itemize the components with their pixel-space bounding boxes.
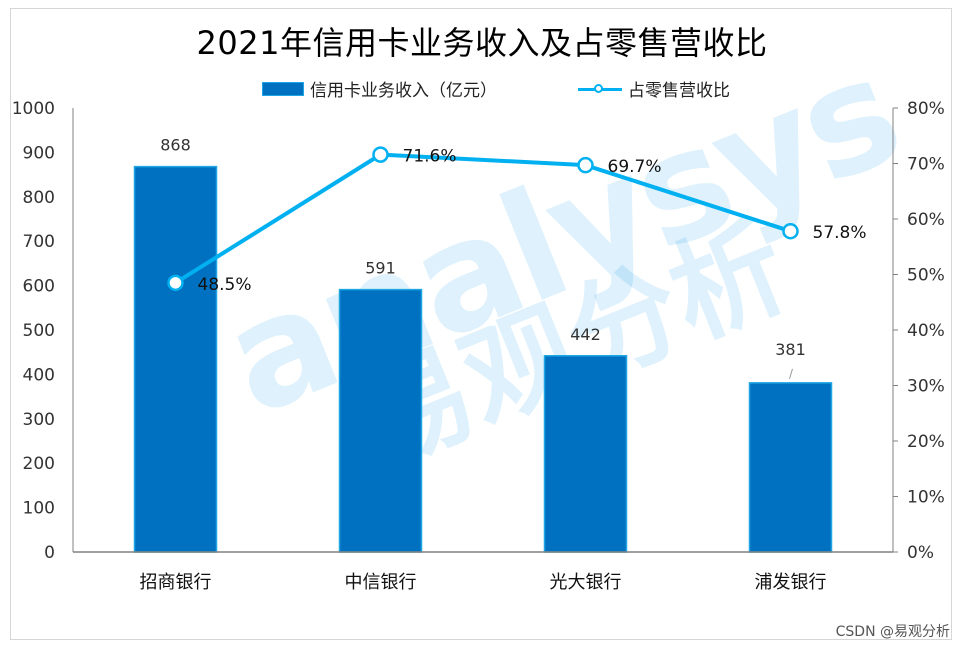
line-point	[782, 222, 799, 240]
right-tick-label: 60%	[907, 210, 945, 230]
legend-item-bar: 信用卡业务收入（亿元）	[262, 76, 497, 101]
legend-line-swatch	[578, 82, 622, 96]
line-data-label: 69.7%	[608, 157, 662, 177]
line-series	[174, 152, 792, 285]
right-tick-label: 80%	[907, 99, 945, 119]
left-tick-label: 800	[23, 188, 55, 208]
right-tick-label: 20%	[907, 432, 945, 452]
bar-data-label: 868	[160, 136, 191, 155]
bar	[543, 355, 628, 553]
left-tick-label: 300	[23, 410, 55, 430]
left-tick-label: 400	[23, 365, 55, 385]
right-tick-label: 10%	[907, 488, 945, 508]
category-label: 中信银行	[345, 572, 417, 593]
legend-bar-label: 信用卡业务收入（亿元）	[310, 81, 497, 101]
legend-item-line: 占零售营收比	[578, 76, 730, 101]
line-point	[577, 156, 594, 174]
left-tick-label: 1000	[12, 99, 55, 119]
left-tick-label: 600	[23, 277, 55, 297]
left-tick-label: 700	[23, 232, 55, 252]
right-tick-label: 30%	[907, 377, 945, 397]
chart-title: 2021年信用卡业务收入及占零售营收比	[196, 24, 768, 62]
category-label: 招商银行	[140, 572, 212, 593]
line-data-label: 57.8%	[813, 223, 867, 243]
bar	[133, 165, 218, 553]
credit-text: CSDN @易观分析	[835, 624, 950, 640]
legend: 信用卡业务收入（亿元） 占零售营收比	[0, 76, 964, 101]
right-tick-label: 0%	[907, 543, 934, 563]
bar-label-leader	[789, 368, 793, 379]
legend-bar-swatch	[262, 81, 304, 96]
left-tick-label: 200	[23, 454, 55, 474]
left-tick-label: 0	[44, 543, 55, 563]
bar	[338, 288, 423, 553]
bar-data-label: 591	[365, 259, 396, 278]
left-tick-label: 900	[23, 143, 55, 163]
legend-line-label: 占零售营收比	[628, 81, 730, 101]
line-point	[372, 146, 389, 163]
left-tick-label: 100	[23, 499, 55, 519]
line-point	[167, 274, 184, 292]
line-data-label: 48.5%	[198, 275, 252, 295]
bar	[748, 382, 833, 553]
category-label: 浦发银行	[755, 572, 827, 593]
bar-data-label: 381	[775, 340, 806, 359]
right-tick-label: 40%	[907, 321, 945, 341]
bar-data-label: 442	[570, 325, 601, 344]
category-label: 光大银行	[550, 572, 622, 593]
right-tick-label: 70%	[907, 155, 945, 175]
left-tick-label: 500	[23, 321, 55, 341]
right-tick-label: 50%	[907, 266, 945, 286]
line-data-label: 71.6%	[403, 147, 457, 167]
